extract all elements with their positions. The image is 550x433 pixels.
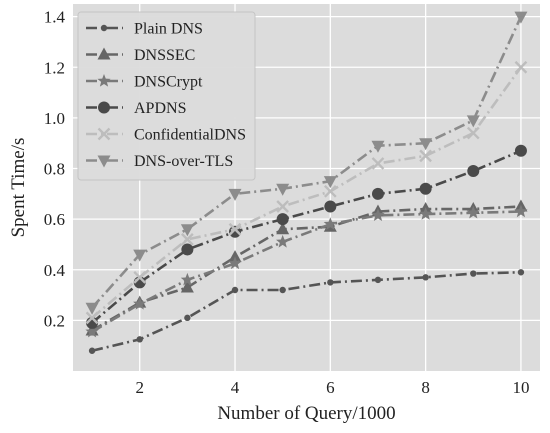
series-line	[91, 149, 522, 324]
data-point-point	[88, 347, 96, 354]
legend-entry: APDNS	[86, 100, 186, 117]
data-point-star	[276, 234, 290, 248]
series-confidentialdns	[85, 60, 528, 325]
legend-label: Plain DNS	[134, 21, 203, 38]
data-point-star	[323, 217, 337, 230]
data-point-triangle-down	[419, 138, 433, 151]
y-tick-label: 0.2	[44, 311, 65, 330]
data-point-x	[85, 311, 99, 325]
legend-entry: DNSSEC	[86, 47, 195, 64]
data-point-point	[422, 274, 429, 281]
y-tick-label: 0.6	[44, 210, 65, 229]
data-point-triangle-down	[323, 176, 337, 189]
legend-entry: DNSCrypt	[86, 74, 203, 91]
data-point-x	[181, 233, 194, 246]
data-point-x	[133, 271, 147, 284]
x-tick-label: 4	[231, 378, 240, 397]
data-point-star	[133, 296, 147, 310]
y-tick-label: 1.4	[44, 8, 66, 27]
data-point-x	[323, 184, 337, 198]
data-point-point	[279, 286, 286, 294]
data-point-star	[466, 205, 480, 219]
data-point-circle	[514, 144, 527, 157]
data-point-star	[180, 272, 195, 286]
axes: 2 4 6 8 10 0.2 0.4 0.6 0.8 1.0 1.2 1.4	[44, 8, 530, 397]
data-point-triangle-down	[466, 115, 480, 128]
data-point-star	[418, 207, 433, 220]
data-point-triangle-down	[228, 188, 242, 201]
legend-label: DNSSEC	[134, 47, 195, 64]
data-point-triangle-down	[97, 155, 111, 168]
legend-entry: Plain DNS	[86, 21, 203, 38]
data-point-triangle-down	[180, 224, 194, 237]
data-point-point	[470, 270, 477, 277]
legend-entry: ConfidentialDNS	[86, 127, 246, 144]
legend-label: APDNS	[134, 100, 186, 117]
data-point-triangle-up	[97, 47, 111, 60]
data-point-triangle-down	[371, 140, 385, 153]
data-point-star	[97, 74, 111, 87]
data-point-circle	[98, 101, 110, 114]
data-point-point	[136, 336, 143, 343]
y-tick-label: 0.4	[44, 261, 66, 280]
series-apdns	[86, 144, 527, 329]
x-tick-label: 6	[326, 378, 335, 397]
data-point-x	[466, 126, 480, 140]
data-point-point	[184, 314, 191, 322]
legend-label: DNS-over-TLS	[134, 153, 233, 170]
legend-entry: DNS-over-TLS	[86, 153, 233, 170]
data-point-circle	[276, 213, 289, 226]
data-point-x	[97, 127, 111, 141]
series-dnscrypt	[85, 204, 528, 338]
series-plain-dns	[88, 269, 525, 354]
data-point-circle	[181, 243, 194, 256]
data-point-point	[231, 286, 239, 294]
series-line	[91, 66, 522, 319]
data-point-star	[228, 256, 242, 270]
data-point-circle	[324, 200, 337, 213]
series-line	[91, 205, 522, 332]
data-point-x	[371, 157, 385, 170]
data-point-circle	[371, 187, 384, 200]
series-lines	[85, 11, 528, 354]
data-point-triangle-up	[228, 250, 242, 263]
data-point-x	[276, 200, 290, 213]
x-tick-label: 2	[135, 378, 144, 397]
legend-label: DNSCrypt	[134, 74, 203, 91]
data-point-point	[327, 279, 334, 286]
data-point-triangle-down	[276, 183, 290, 196]
series-line	[91, 16, 523, 309]
data-point-triangle-down	[514, 11, 528, 24]
y-tick-label: 1.2	[44, 58, 65, 77]
legend-label: ConfidentialDNS	[134, 127, 246, 144]
data-point-star	[514, 204, 528, 218]
data-point-x	[514, 60, 528, 74]
data-point-triangle-up	[180, 280, 194, 293]
data-point-star	[371, 208, 385, 221]
data-point-x	[419, 149, 432, 163]
data-point-triangle-down	[133, 249, 147, 262]
data-point-point	[374, 276, 382, 284]
series-line	[91, 210, 521, 333]
legend: Plain DNS DNSSEC DNSCrypt APDNS Confidential…	[77, 11, 256, 181]
y-tick-label: 0.8	[44, 160, 65, 179]
data-point-circle	[419, 182, 432, 195]
data-point-x	[228, 222, 242, 236]
x-tick-label: 10	[512, 378, 529, 397]
data-point-point	[100, 24, 108, 32]
x-tick-label: 8	[421, 378, 430, 397]
data-point-circle	[467, 165, 480, 178]
data-point-triangle-down	[85, 302, 99, 315]
data-point-point	[517, 269, 525, 276]
y-tick-label: 1.0	[44, 109, 65, 128]
data-point-star	[85, 324, 99, 338]
x-axis-label: Number of Query/1000	[217, 403, 395, 424]
data-point-triangle-up	[276, 222, 290, 235]
y-axis-label: Spent Time/s	[8, 138, 29, 238]
series-dns-over-tls	[85, 11, 528, 315]
